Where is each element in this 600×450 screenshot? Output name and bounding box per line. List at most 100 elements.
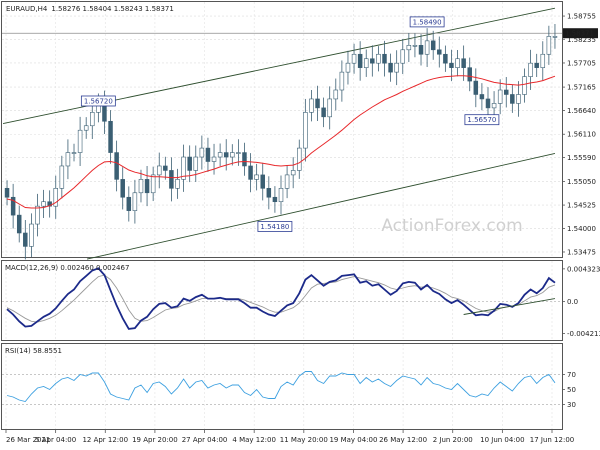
time-tick-label: 2 Jun 20:00 [433, 436, 473, 444]
candle-body [199, 147, 205, 158]
candle-body [412, 45, 418, 47]
candle-body [540, 53, 546, 68]
rsi-tick-label: 50 [567, 386, 576, 394]
candle-body [406, 45, 412, 51]
time-tick-label: 10 Jun 04:00 [480, 436, 524, 444]
time-tick-label: 19 Apr 20:00 [132, 436, 178, 444]
time-tick-label: 27 Apr 04:00 [182, 436, 228, 444]
candle-body [497, 89, 503, 104]
candle-body [120, 179, 125, 198]
candle-body [552, 36, 558, 38]
time-tick-label: 5 Apr 04:00 [35, 436, 76, 444]
candle-body [90, 112, 95, 127]
candle-body [516, 94, 521, 104]
candle-body [71, 152, 77, 154]
candle-body [321, 107, 326, 118]
candle-body [205, 147, 211, 162]
macd-signal-line [6, 274, 556, 323]
candle-body [443, 53, 448, 64]
candle-body [461, 58, 466, 68]
candle-body [400, 49, 406, 64]
moving-average-line [6, 75, 556, 209]
candle-body [132, 192, 138, 211]
candle-body [418, 45, 424, 55]
candle-body [297, 147, 302, 171]
annotation-1-54180: 1.54180 [257, 221, 293, 232]
candle-body [108, 120, 113, 153]
candle-body [357, 53, 363, 68]
candle-body [534, 62, 539, 68]
candle-body [449, 62, 454, 68]
candle-body [284, 174, 290, 189]
candle-body [169, 170, 174, 189]
macd-tick-label: 0.0 [567, 298, 578, 306]
candle-body [491, 103, 497, 109]
candle-body [394, 62, 399, 73]
candle-body [309, 98, 314, 113]
candle-body [236, 152, 241, 154]
candle-body [546, 36, 552, 55]
time-tick-label: 17 Jun 12:00 [530, 436, 574, 444]
candle-body [193, 156, 199, 171]
symbol-label: EURAUD,H4 [6, 5, 48, 13]
time-tick-label: 11 May 20:00 [280, 436, 328, 444]
candle-body [510, 94, 515, 104]
price-tick-label: 1.53475 [567, 248, 596, 256]
price-tick-label: 1.55590 [567, 154, 596, 162]
price-axis: 1.58755 1.58235 1.57705 1.57165 1.56640 1.561… [562, 13, 598, 256]
price-panel-frame [1, 1, 563, 258]
candle-body [339, 71, 345, 91]
candle-body [163, 165, 168, 171]
price-panel-title: EURAUD,H4 1.58276 1.58404 1.58243 1.58371 [6, 5, 174, 13]
rsi-grid [2, 344, 562, 429]
candle-body [278, 188, 284, 203]
candle-body [59, 165, 65, 189]
macd-tick-label: 0.004323 [567, 265, 600, 273]
price-tick-label: 1.55050 [567, 178, 596, 186]
candle-body [23, 232, 28, 247]
time-tick-label: 4 May 12:00 [232, 436, 276, 444]
candle-body [4, 188, 10, 198]
candle-body [41, 201, 46, 207]
annotation-label: 1.58490 [413, 18, 442, 26]
candle-body [230, 152, 235, 158]
candle-body [35, 205, 40, 225]
macd-title: MACD(12,26,9) 0.002460 0.002467 [5, 264, 129, 272]
candle-body [528, 62, 533, 77]
candle-body [211, 156, 217, 162]
candle-body [333, 89, 339, 100]
candle-body [126, 196, 132, 211]
candle-body [303, 112, 308, 149]
candle-body [248, 165, 253, 180]
time-tick-label: 26 Mar 2021 [6, 436, 50, 444]
candle-body [242, 152, 247, 167]
price-tick-label: 1.57165 [567, 84, 596, 92]
macd-trendline [463, 298, 556, 315]
annotation-box [257, 221, 293, 232]
candle-body [504, 89, 509, 95]
rsi-tick-label: 30 [567, 401, 576, 409]
candle-body [77, 129, 83, 153]
candle-body [388, 62, 393, 73]
watermark: ActionForex.com [381, 216, 522, 236]
candle-body [217, 152, 223, 158]
lower-channel-line [86, 153, 556, 260]
candle-body [327, 98, 332, 118]
price-candles [4, 24, 558, 260]
candle-body [473, 80, 479, 95]
candle-body [315, 98, 320, 109]
candle-body [424, 40, 430, 55]
candle-body [467, 67, 472, 82]
price-tick-label: 1.56640 [567, 107, 596, 115]
rsi-title: RSI(14) 58.8551 [5, 347, 62, 355]
price-tick-label: 1.56110 [567, 131, 596, 139]
candle-body [437, 49, 442, 55]
candle-body [522, 76, 527, 95]
candle-body [290, 170, 296, 176]
candle-body [370, 58, 375, 64]
candle-body [382, 53, 387, 64]
candle-body [16, 214, 22, 234]
time-tick-label: 19 May 04:00 [329, 436, 377, 444]
annotation-label: 1.56720 [84, 97, 113, 105]
